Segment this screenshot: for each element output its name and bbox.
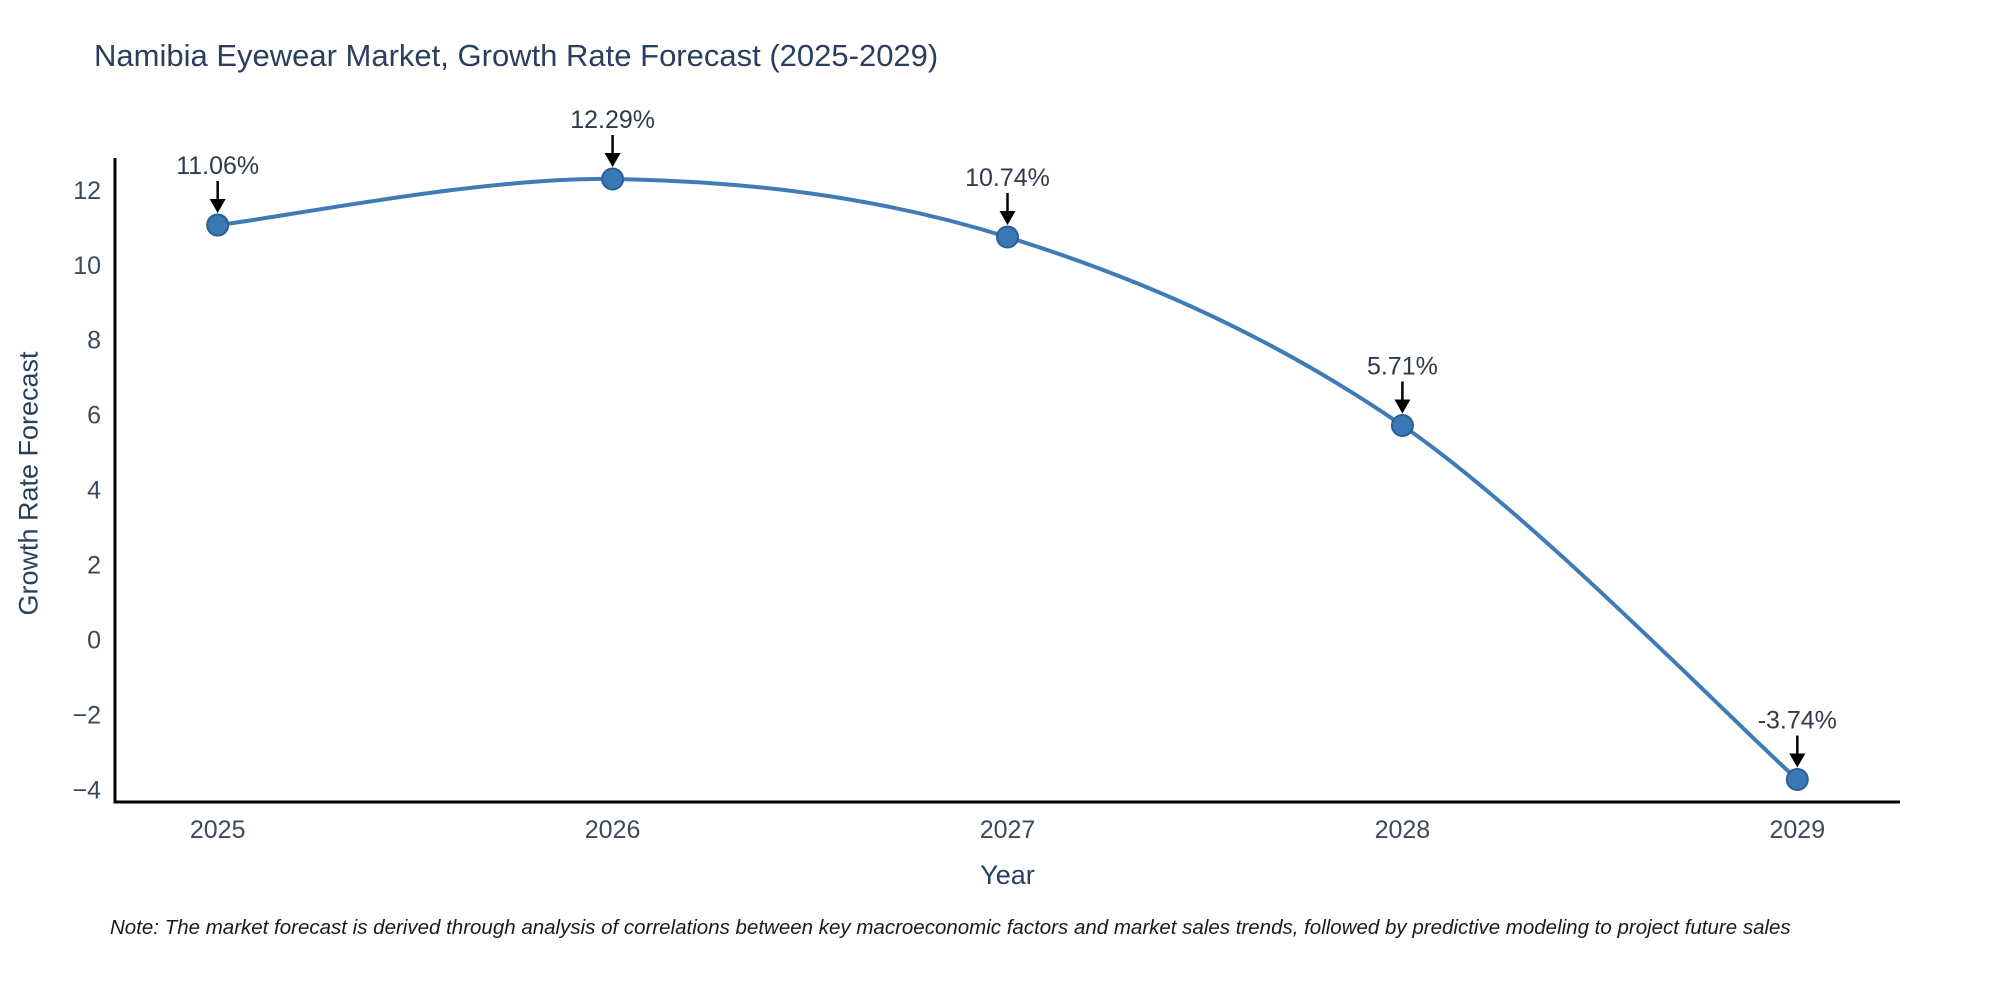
y-tick-label: 6: [87, 402, 101, 430]
series-line: [215, 176, 1800, 782]
data-point-marker: [1390, 413, 1414, 437]
data-point-label: 11.06%: [176, 152, 259, 180]
annotation-arrowhead-icon: [604, 152, 621, 167]
y-tick-label: −2: [72, 701, 101, 729]
chart-title: Namibia Eyewear Market, Growth Rate Fore…: [94, 38, 939, 73]
data-point-marker: [1785, 768, 1809, 792]
x-tick-label: 2029: [1770, 816, 1826, 844]
x-tick-label: 2025: [190, 816, 246, 844]
x-tick-label: 2027: [980, 816, 1036, 844]
data-point-marker: [206, 213, 230, 237]
chart-note: Note: The market forecast is derived thr…: [110, 916, 1791, 939]
x-tick-label: 2026: [585, 816, 641, 844]
annotation-arrowhead-icon: [1789, 753, 1806, 768]
data-point-label: 12.29%: [570, 106, 655, 134]
y-axis-title: Growth Rate Forecast: [13, 351, 44, 616]
data-point-label: 5.71%: [1367, 352, 1438, 380]
x-tick-label: 2028: [1375, 816, 1431, 844]
y-tick-label: 4: [87, 477, 101, 505]
annotation-arrowhead-icon: [209, 199, 226, 214]
y-tick-label: 12: [73, 177, 101, 205]
y-tick-label: 8: [87, 327, 101, 355]
data-point-label: -3.74%: [1758, 707, 1837, 735]
annotation-arrowhead-icon: [999, 211, 1016, 226]
data-point-marker: [996, 225, 1019, 249]
data-point-marker: [601, 167, 625, 191]
annotation-arrowhead-icon: [1394, 399, 1411, 414]
y-tick-label: 0: [87, 626, 101, 654]
y-tick-label: 2: [87, 551, 101, 579]
x-axis-title: Year: [980, 860, 1035, 890]
y-tick-label: 10: [73, 252, 101, 280]
data-point-label: 10.74%: [965, 164, 1050, 192]
y-tick-label: −4: [72, 776, 101, 804]
